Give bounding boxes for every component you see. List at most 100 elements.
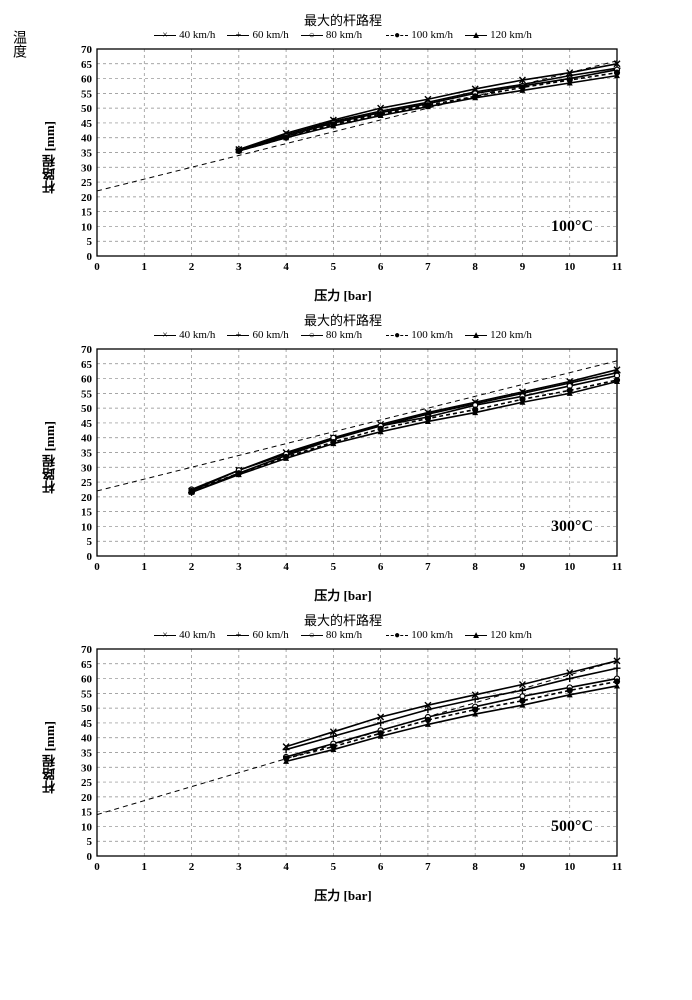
svg-text:20: 20: [81, 192, 93, 204]
chart-plot: 0123456789101105101520253035404550556065…: [63, 343, 623, 578]
svg-text:4: 4: [283, 261, 289, 273]
svg-text:10: 10: [564, 261, 576, 273]
svg-text:10: 10: [81, 821, 93, 833]
svg-text:45: 45: [81, 118, 93, 130]
legend-item: ▲120 km/h: [465, 29, 532, 41]
svg-text:55: 55: [81, 388, 93, 400]
svg-text:5: 5: [331, 861, 337, 873]
svg-text:7: 7: [425, 261, 431, 273]
svg-text:50: 50: [81, 403, 93, 415]
svg-text:11: 11: [612, 861, 622, 873]
svg-text:15: 15: [81, 207, 93, 219]
svg-text:20: 20: [81, 792, 93, 804]
legend: 最大的杆路程×40 km/h+60 km/h○80 km/h●100 km/h▲…: [63, 310, 623, 341]
svg-text:6: 6: [378, 261, 384, 273]
svg-text:70: 70: [81, 44, 93, 56]
svg-text:8: 8: [472, 561, 478, 573]
svg-text:65: 65: [81, 359, 93, 371]
svg-text:11: 11: [612, 261, 622, 273]
legend-item: ○80 km/h: [301, 329, 362, 341]
chart-block: 杆路程 [mm]最大的杆路程×40 km/h+60 km/h○80 km/h●1…: [40, 310, 682, 604]
legend-title: 最大的杆路程: [304, 10, 382, 29]
svg-text:0: 0: [94, 561, 100, 573]
legend-item: ×40 km/h: [154, 329, 215, 341]
svg-text:4: 4: [283, 861, 289, 873]
svg-text:1: 1: [142, 261, 148, 273]
svg-text:40: 40: [81, 433, 93, 445]
svg-text:65: 65: [81, 659, 93, 671]
temperature-label: 100°C: [551, 218, 593, 236]
svg-text:11: 11: [612, 561, 622, 573]
chart-plot: 0123456789101105101520253035404550556065…: [63, 643, 623, 878]
svg-text:0: 0: [87, 251, 93, 263]
svg-text:30: 30: [81, 462, 93, 474]
y-axis-label: 杆路程 [mm]: [40, 721, 59, 794]
svg-text:55: 55: [81, 88, 93, 100]
svg-text:10: 10: [564, 861, 576, 873]
legend-item: +60 km/h: [227, 629, 288, 641]
svg-text:10: 10: [564, 561, 576, 573]
svg-text:35: 35: [81, 448, 93, 460]
svg-text:45: 45: [81, 718, 93, 730]
chart-container: 杆路程 [mm] 最大的杆路程 ×40 km/h +60 km/h ○80 km/h ●1…: [40, 10, 682, 904]
svg-text:40: 40: [81, 133, 93, 145]
svg-text:3: 3: [236, 561, 242, 573]
svg-text:8: 8: [472, 861, 478, 873]
legend-item: +60 km/h: [227, 29, 288, 41]
legend: 最大的杆路程 ×40 km/h +60 km/h ○80 km/h ●100 km/h ▲…: [63, 10, 623, 41]
svg-text:6: 6: [378, 561, 384, 573]
svg-text:9: 9: [520, 261, 526, 273]
svg-text:60: 60: [81, 374, 93, 386]
svg-text:8: 8: [472, 261, 478, 273]
chart-block: 杆路程 [mm] 最大的杆路程 ×40 km/h +60 km/h ○80 km/h ●1…: [40, 10, 682, 304]
svg-text:9: 9: [520, 561, 526, 573]
x-axis-label: 压力 [bar]: [63, 285, 623, 304]
chart-block: 杆路程 [mm] 最大的杆路程 ×40 km/h +60 km/h ○80 km/h ●1…: [40, 610, 682, 904]
svg-text:10: 10: [81, 221, 93, 233]
svg-text:35: 35: [81, 748, 93, 760]
legend-item: ○80 km/h: [301, 29, 362, 41]
legend-title: 最大的杆路程: [304, 610, 382, 629]
svg-text:30: 30: [81, 162, 93, 174]
svg-text:35: 35: [81, 148, 93, 160]
svg-text:2: 2: [189, 561, 195, 573]
legend: 最大的杆路程 ×40 km/h +60 km/h ○80 km/h ●100 km/h ▲…: [63, 610, 623, 641]
x-axis-label: 压力 [bar]: [63, 885, 623, 904]
y-axis-label: 杆路程 [mm]: [40, 421, 59, 494]
svg-text:0: 0: [94, 861, 100, 873]
legend-item: ×40 km/h: [154, 629, 215, 641]
svg-text:6: 6: [378, 861, 384, 873]
svg-text:25: 25: [81, 777, 93, 789]
svg-text:60: 60: [81, 74, 93, 86]
svg-text:30: 30: [81, 762, 93, 774]
svg-text:50: 50: [81, 703, 93, 715]
svg-text:9: 9: [520, 861, 526, 873]
svg-text:5: 5: [331, 561, 337, 573]
svg-text:7: 7: [425, 561, 431, 573]
svg-text:0: 0: [94, 261, 100, 273]
svg-text:3: 3: [236, 861, 242, 873]
svg-text:60: 60: [81, 674, 93, 686]
svg-text:15: 15: [81, 807, 93, 819]
svg-text:65: 65: [81, 59, 93, 71]
svg-text:5: 5: [87, 536, 93, 548]
svg-text:25: 25: [81, 477, 93, 489]
legend-item: ▲120 km/h: [465, 329, 532, 341]
y-axis-label: 杆路程 [mm]: [40, 121, 59, 194]
legend-item: ▲120 km/h: [465, 629, 532, 641]
legend-item: ○80 km/h: [301, 629, 362, 641]
svg-text:2: 2: [189, 861, 195, 873]
svg-text:55: 55: [81, 688, 93, 700]
temperature-label: 300°C: [551, 518, 593, 536]
legend-item: +60 km/h: [227, 329, 288, 341]
svg-text:70: 70: [81, 644, 93, 656]
svg-text:1: 1: [142, 561, 148, 573]
legend-item: ●100 km/h: [386, 29, 453, 41]
svg-text:40: 40: [81, 733, 93, 745]
x-axis-label: 压力 [bar]: [63, 585, 623, 604]
legend-item: ×40 km/h: [154, 29, 215, 41]
svg-text:70: 70: [81, 344, 93, 356]
svg-text:4: 4: [283, 561, 289, 573]
svg-text:45: 45: [81, 418, 93, 430]
legend-item: ●100 km/h: [386, 629, 453, 641]
